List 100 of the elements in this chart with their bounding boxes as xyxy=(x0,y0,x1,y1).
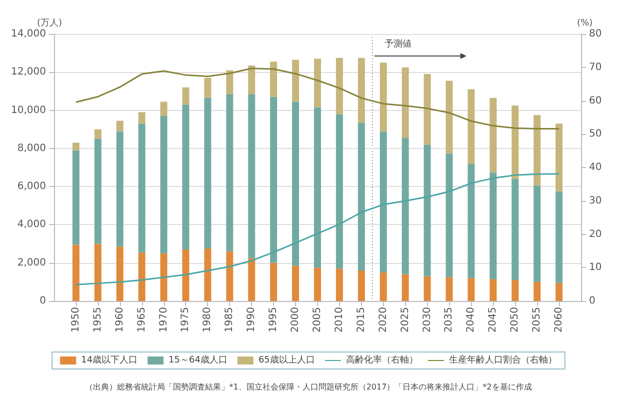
bar xyxy=(490,279,497,301)
y-tick-label: 12,000 xyxy=(10,66,46,78)
y2-tick-label: 60 xyxy=(589,95,602,106)
y2-tick-label: 50 xyxy=(589,128,602,140)
bar xyxy=(72,142,80,150)
x-tick-label: 1950 xyxy=(70,307,82,332)
bar xyxy=(248,65,256,94)
bar xyxy=(94,244,102,301)
bar xyxy=(424,276,431,301)
bar xyxy=(512,280,519,301)
x-tick-label: 1960 xyxy=(114,307,126,332)
bar xyxy=(72,244,80,301)
bar xyxy=(248,258,256,301)
bar xyxy=(468,164,475,278)
bar xyxy=(292,102,300,266)
bar xyxy=(270,96,278,263)
bar xyxy=(204,248,212,301)
bar xyxy=(534,282,541,301)
y2-tick-label: 10 xyxy=(589,262,602,274)
y2-tick-label: 80 xyxy=(589,28,602,40)
bar xyxy=(402,274,409,301)
y2-tick-label: 20 xyxy=(589,228,602,240)
bar xyxy=(138,252,146,301)
bar xyxy=(314,107,321,268)
y-tick-label: 10,000 xyxy=(10,104,46,116)
bar xyxy=(94,138,102,244)
x-tick-label: 1975 xyxy=(180,307,192,332)
legend-label: 生産年齢人口割合（右軸） xyxy=(448,354,557,366)
bar xyxy=(160,253,168,301)
bar xyxy=(116,120,124,132)
bar xyxy=(424,74,431,145)
x-tick-label: 2045 xyxy=(488,307,499,332)
line-series xyxy=(75,173,560,286)
bar xyxy=(116,131,124,247)
y-tick-label: 8,000 xyxy=(17,142,46,154)
y-axis-title: (万人) xyxy=(36,18,62,28)
bar xyxy=(446,153,453,278)
x-tick-label: 2060 xyxy=(554,307,565,332)
bar xyxy=(204,98,212,249)
ref-line-label: 予測値 xyxy=(384,38,412,50)
bar xyxy=(402,67,409,138)
bar xyxy=(226,70,234,94)
legend-label: 14歳以下人口 xyxy=(81,354,138,366)
bar xyxy=(138,124,146,252)
bar xyxy=(468,278,475,301)
bar xyxy=(160,102,168,116)
x-tick-label: 2010 xyxy=(334,307,345,332)
bar xyxy=(270,62,278,97)
y-tick-label: 0 xyxy=(40,296,46,306)
bar xyxy=(490,98,497,172)
y-tick-label: 4,000 xyxy=(17,219,46,230)
bar xyxy=(292,266,300,301)
text: （出典）総務省統計局「国勢調査結果」*1、国立社会保障・人口問題研究所（2017）「日本の将来推計人口」*2を基に作成 xyxy=(85,382,532,392)
y2-tick-label: 70 xyxy=(589,62,602,73)
bar xyxy=(534,186,541,282)
bar xyxy=(72,150,80,245)
bar xyxy=(490,172,497,280)
bar xyxy=(446,80,453,154)
x-tick-label: 1995 xyxy=(268,307,280,332)
bar xyxy=(512,106,519,179)
bar xyxy=(512,178,519,280)
bar xyxy=(358,270,365,301)
bar xyxy=(380,62,387,132)
x-tick-label: 1970 xyxy=(158,307,170,332)
legend-label: 高齢化率（右軸） xyxy=(346,354,418,366)
bar xyxy=(116,246,124,301)
x-tick-label: 2055 xyxy=(532,307,543,332)
line-series xyxy=(75,68,560,130)
x-tick-label: 1955 xyxy=(92,307,104,332)
x-tick-label: 2020 xyxy=(378,307,389,332)
x-tick-label: 2000 xyxy=(290,307,302,332)
bar xyxy=(160,116,168,254)
bar xyxy=(446,277,453,301)
bar xyxy=(226,251,234,301)
x-tick-label: 2035 xyxy=(444,307,455,332)
y-tick-label: 14,000 xyxy=(10,28,46,40)
bar xyxy=(556,191,563,283)
x-tick-label: 1980 xyxy=(202,307,214,332)
bar xyxy=(182,87,190,105)
y2-tick-label: 0 xyxy=(589,296,596,306)
bar xyxy=(380,272,387,301)
x-tick-label: 1985 xyxy=(224,307,236,332)
x-tick-label: 1990 xyxy=(246,307,258,332)
bar xyxy=(556,282,563,301)
y-tick-label: 2,000 xyxy=(17,257,46,268)
bar xyxy=(314,58,321,108)
legend-label: 65歳以上人口 xyxy=(258,354,315,366)
bar xyxy=(204,78,212,98)
bar xyxy=(336,268,343,301)
y-tick-label: 6,000 xyxy=(17,181,46,192)
x-tick-label: 2030 xyxy=(422,307,433,332)
bar xyxy=(182,250,190,301)
bar xyxy=(94,129,102,139)
bar xyxy=(358,122,365,270)
x-tick-label: 2025 xyxy=(400,307,411,332)
bar xyxy=(402,138,409,274)
legend-label: 15～64歳人口 xyxy=(168,354,228,366)
bar xyxy=(358,58,365,123)
bar xyxy=(248,94,256,258)
bar xyxy=(468,89,475,164)
